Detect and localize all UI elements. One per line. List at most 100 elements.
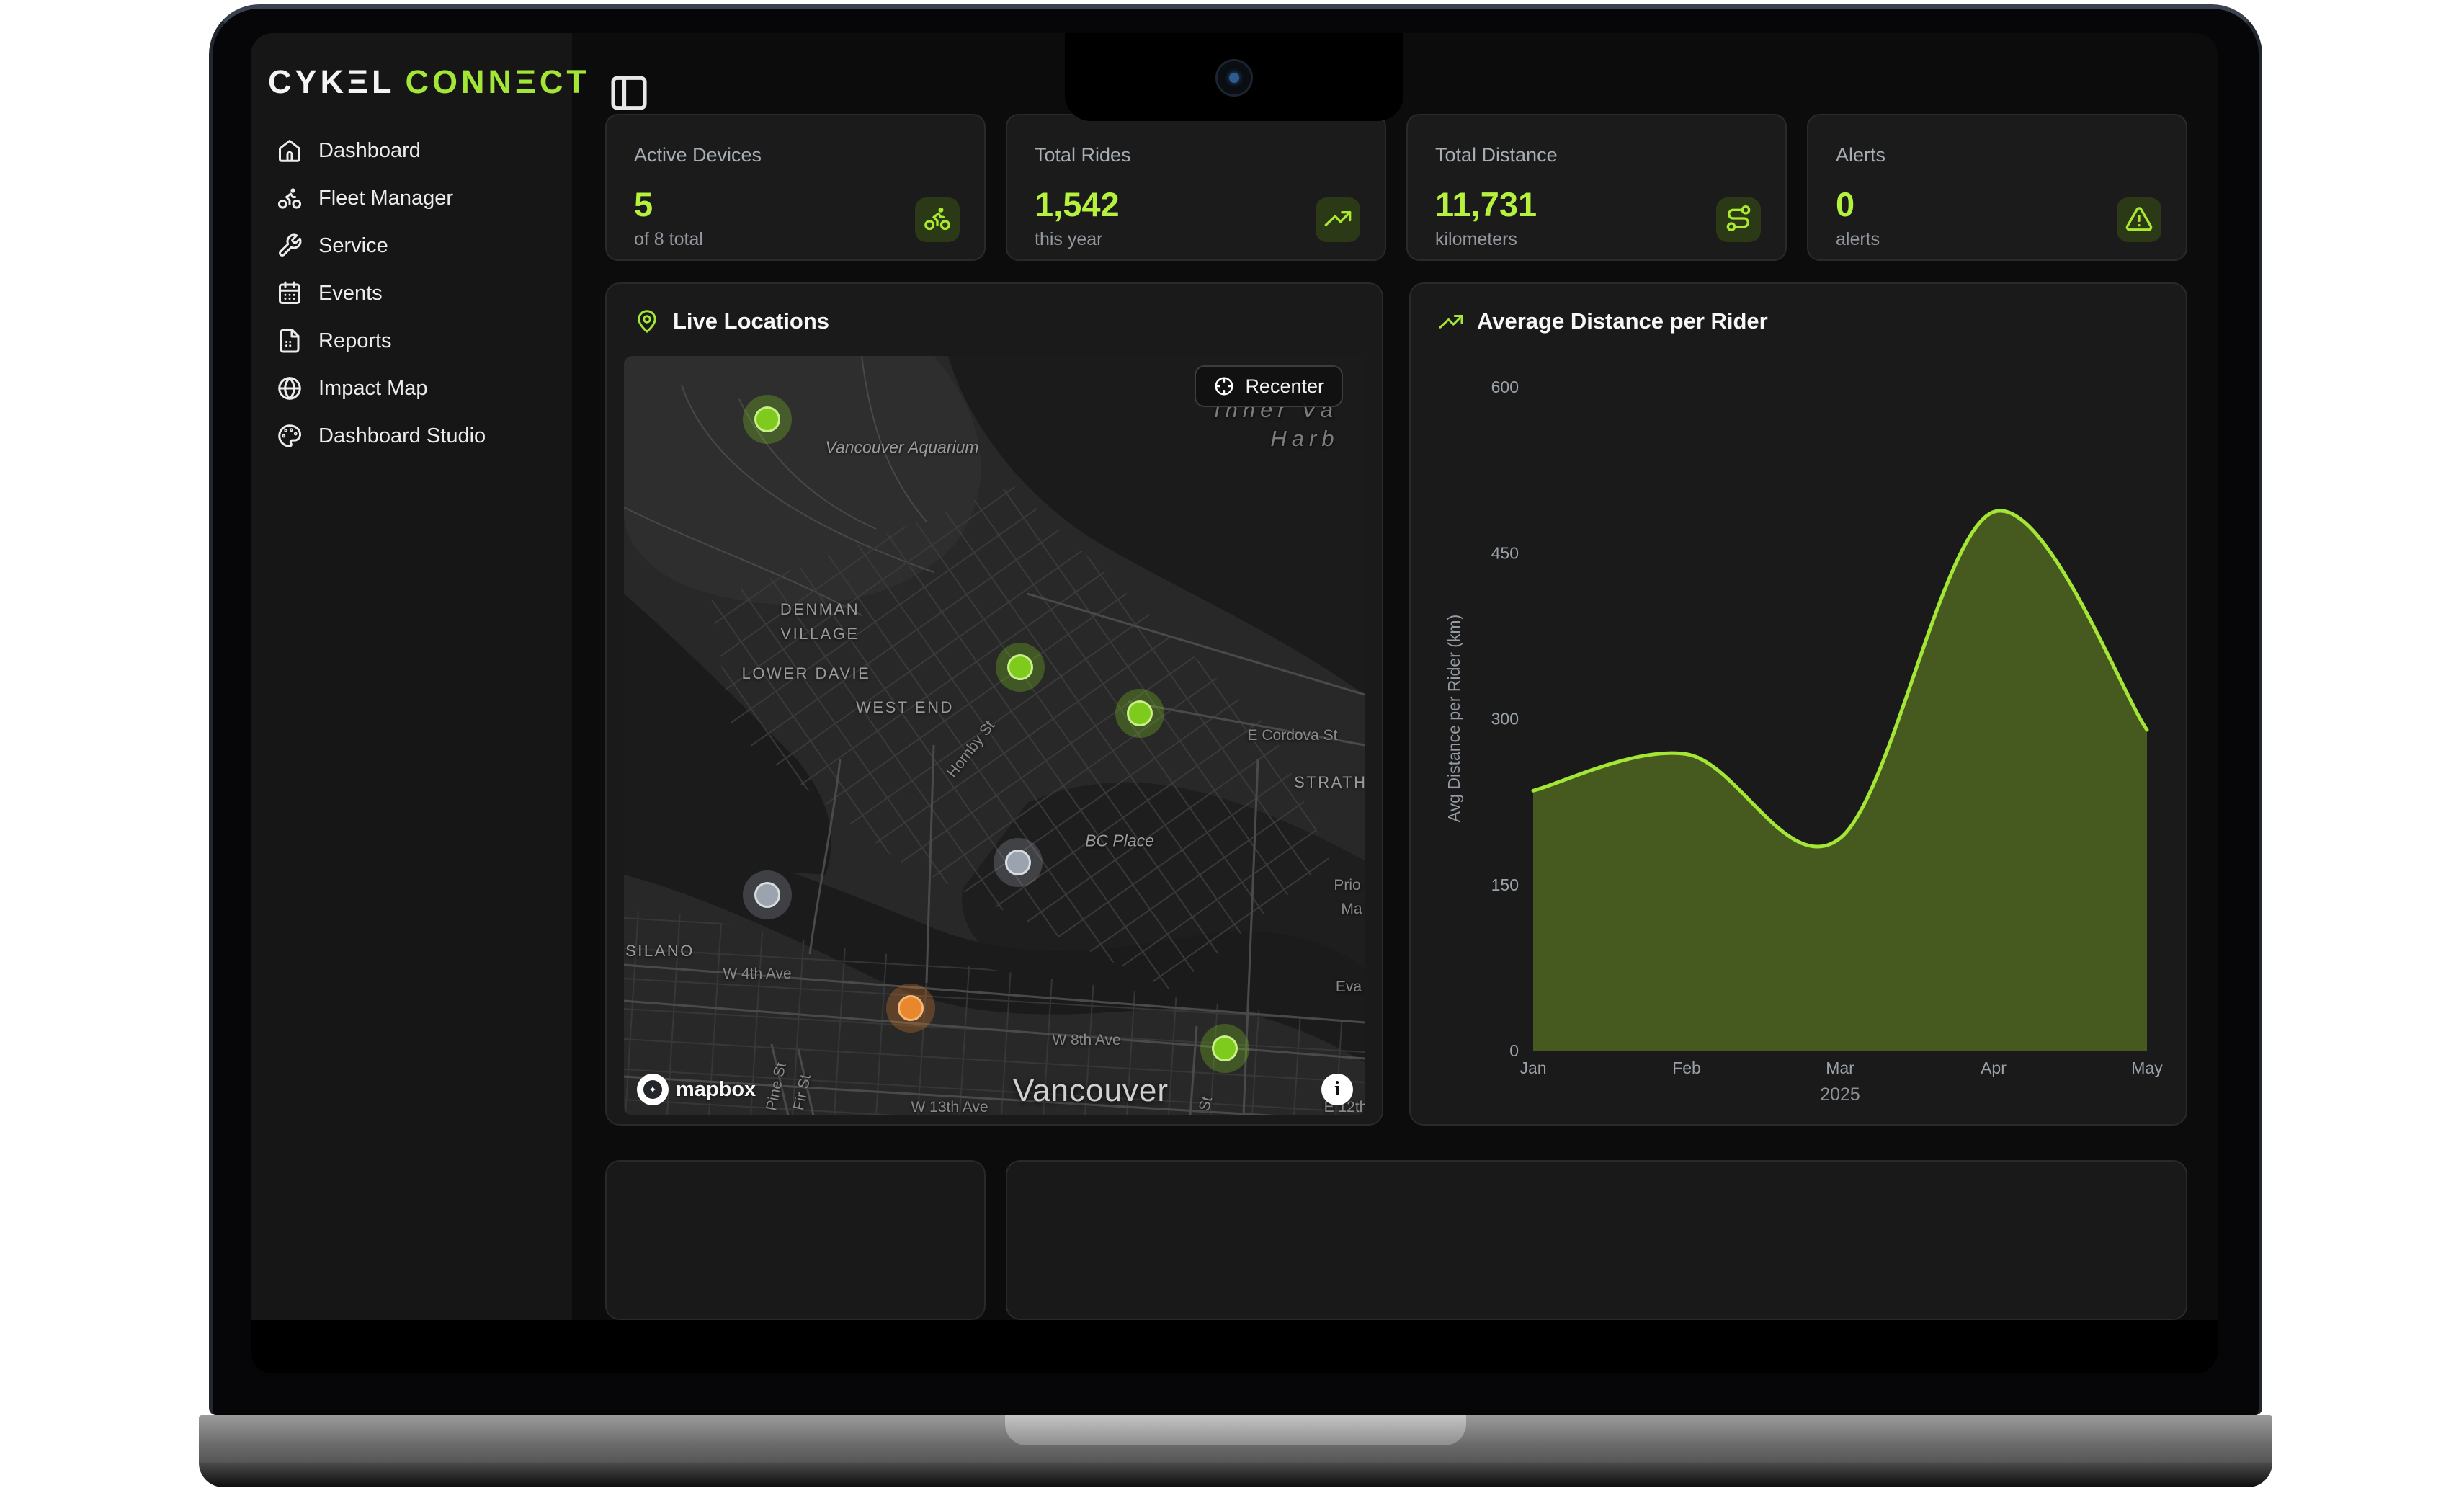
chart-x-axis-label: 2025 [1820, 1084, 1860, 1105]
stat-card: Alerts 0 alerts [1807, 114, 2187, 261]
marker-core [1007, 654, 1033, 680]
sidebar-item-icon [277, 423, 303, 449]
chart-header: Average Distance per Rider [1438, 308, 1768, 334]
stat-sublabel: of 8 total [634, 229, 703, 249]
sidebar-item-icon [277, 375, 303, 401]
marker-core [754, 406, 780, 432]
chart-y-axis-label: Avg Distance per Rider (km) [1445, 615, 1463, 822]
sidebar-item-label: Dashboard Studio [318, 424, 486, 447]
laptop-base [199, 1415, 2272, 1463]
area-chart: 0 150 300 450 600 Jan Feb Mar Apr May Avg Distan… [1445, 378, 2163, 1105]
sidebar-item-label: Events [318, 281, 383, 305]
map-label: Vancouver Aquarium [825, 437, 979, 457]
device-location-marker[interactable] [743, 395, 792, 444]
stat-sublabel: kilometers [1435, 229, 1517, 249]
stat-icon [923, 204, 952, 236]
device-location-marker[interactable] [743, 870, 792, 919]
map-label: TSILANO [624, 942, 695, 960]
stat-icon [1323, 204, 1352, 236]
chart-area-fill [1533, 510, 2147, 1051]
live-locations-panel: Live Locations [605, 282, 1383, 1126]
stat-value: 1,542 [1035, 185, 1120, 223]
map-info-button[interactable]: i [1321, 1074, 1353, 1105]
stat-icon-chip [915, 197, 960, 242]
panel-left-icon [607, 76, 651, 117]
sidebar-item-icon [277, 233, 303, 259]
svg-text:150: 150 [1491, 875, 1519, 894]
stat-icon-chip [2117, 197, 2161, 242]
sidebar-item-icon [277, 328, 303, 354]
svg-text:Apr: Apr [1981, 1059, 2007, 1077]
mapbox-wordmark: mapbox [676, 1077, 756, 1101]
sidebar-nav: Dashboard Fleet Manager Service Events [251, 127, 572, 460]
stat-card: Total Distance 11,731 kilometers [1406, 114, 1787, 261]
live-locations-title: Live Locations [673, 308, 830, 334]
stat-value: 5 [634, 185, 653, 223]
stat-sublabel: alerts [1836, 229, 1880, 249]
stat-label: Total Rides [1035, 144, 1131, 166]
marker-core [898, 995, 924, 1021]
map-label: STRATHC [1294, 773, 1365, 791]
sidebar-item-icon [277, 280, 303, 306]
bottom-right-panel [1006, 1160, 2187, 1320]
map-label: W 13th Ave [911, 1099, 988, 1115]
stat-card: Active Devices 5 of 8 total [605, 114, 986, 261]
crosshair-icon [1213, 375, 1235, 397]
sidebar-item[interactable]: Dashboard [251, 127, 572, 174]
stat-icon-chip [1316, 197, 1360, 242]
map-label: VILLAGE [780, 625, 860, 643]
sidebar: CYKΞL CONNΞCT Dashboard Fleet Manager Ser… [251, 33, 586, 1320]
mapbox-attribution[interactable]: ✦ mapbox [637, 1074, 756, 1105]
map-label: DENMAN [780, 600, 860, 618]
sidebar-item[interactable]: Impact Map [251, 365, 572, 412]
map-label: Vancouver [1012, 1073, 1169, 1108]
chart-title: Average Distance per Rider [1477, 308, 1768, 334]
stat-icon-chip [1716, 197, 1761, 242]
svg-text:0: 0 [1509, 1041, 1519, 1060]
trending-up-icon [1438, 308, 1464, 334]
stat-icon [1724, 204, 1753, 236]
device-location-marker[interactable] [886, 984, 935, 1033]
sidebar-item-label: Reports [318, 329, 392, 352]
stat-label: Alerts [1836, 144, 1886, 166]
sidebar-item-label: Service [318, 233, 388, 257]
map-label: E Cordova St [1247, 727, 1338, 744]
map-label: Ma [1341, 901, 1362, 917]
svg-text:May: May [2131, 1059, 2163, 1077]
map-label: Eva [1335, 979, 1362, 995]
device-location-marker[interactable] [996, 643, 1045, 692]
recenter-button[interactable]: Recenter [1195, 365, 1343, 407]
device-location-marker[interactable] [1200, 1024, 1249, 1073]
device-location-marker[interactable] [1115, 689, 1164, 738]
sidebar-item[interactable]: Dashboard Studio [251, 412, 572, 460]
sidebar-item[interactable]: Reports [251, 317, 572, 365]
brand-logo-secondary: CONNΞCT [405, 63, 590, 100]
marker-core [1127, 700, 1153, 726]
svg-text:Feb: Feb [1672, 1059, 1701, 1077]
marker-core [1005, 850, 1031, 875]
chart-y-ticks: 0 150 300 450 600 [1491, 378, 1519, 1060]
map-label: W 4th Ave [723, 966, 792, 982]
sidebar-toggle-button[interactable] [607, 71, 651, 115]
marker-core [1212, 1035, 1238, 1061]
sidebar-item-icon [277, 185, 303, 211]
sidebar-item[interactable]: Service [251, 222, 572, 269]
map-pin-icon [634, 308, 660, 334]
stat-value: 0 [1836, 185, 1855, 223]
svg-text:300: 300 [1491, 710, 1519, 728]
stat-value: 11,731 [1435, 185, 1537, 223]
laptop-base-underside [199, 1463, 2272, 1487]
stat-sublabel: this year [1035, 229, 1103, 249]
main-content: Active Devices 5 of 8 total Total Rides … [572, 33, 2218, 1320]
map-label: WEST END [856, 698, 954, 716]
stat-label: Total Distance [1435, 144, 1558, 166]
laptop-notch [1065, 33, 1403, 121]
sidebar-item[interactable]: Fleet Manager [251, 174, 572, 222]
svg-text:Jan: Jan [1519, 1059, 1546, 1077]
sidebar-item[interactable]: Events [251, 269, 572, 317]
device-location-marker[interactable] [994, 838, 1043, 887]
chart-x-ticks: Jan Feb Mar Apr May [1519, 1059, 2163, 1077]
sidebar-item-icon [277, 138, 303, 164]
map-canvas[interactable]: Vancouver Aquarium Inner Va Harb DENMAN VILL… [624, 356, 1365, 1115]
recenter-label: Recenter [1245, 375, 1324, 397]
